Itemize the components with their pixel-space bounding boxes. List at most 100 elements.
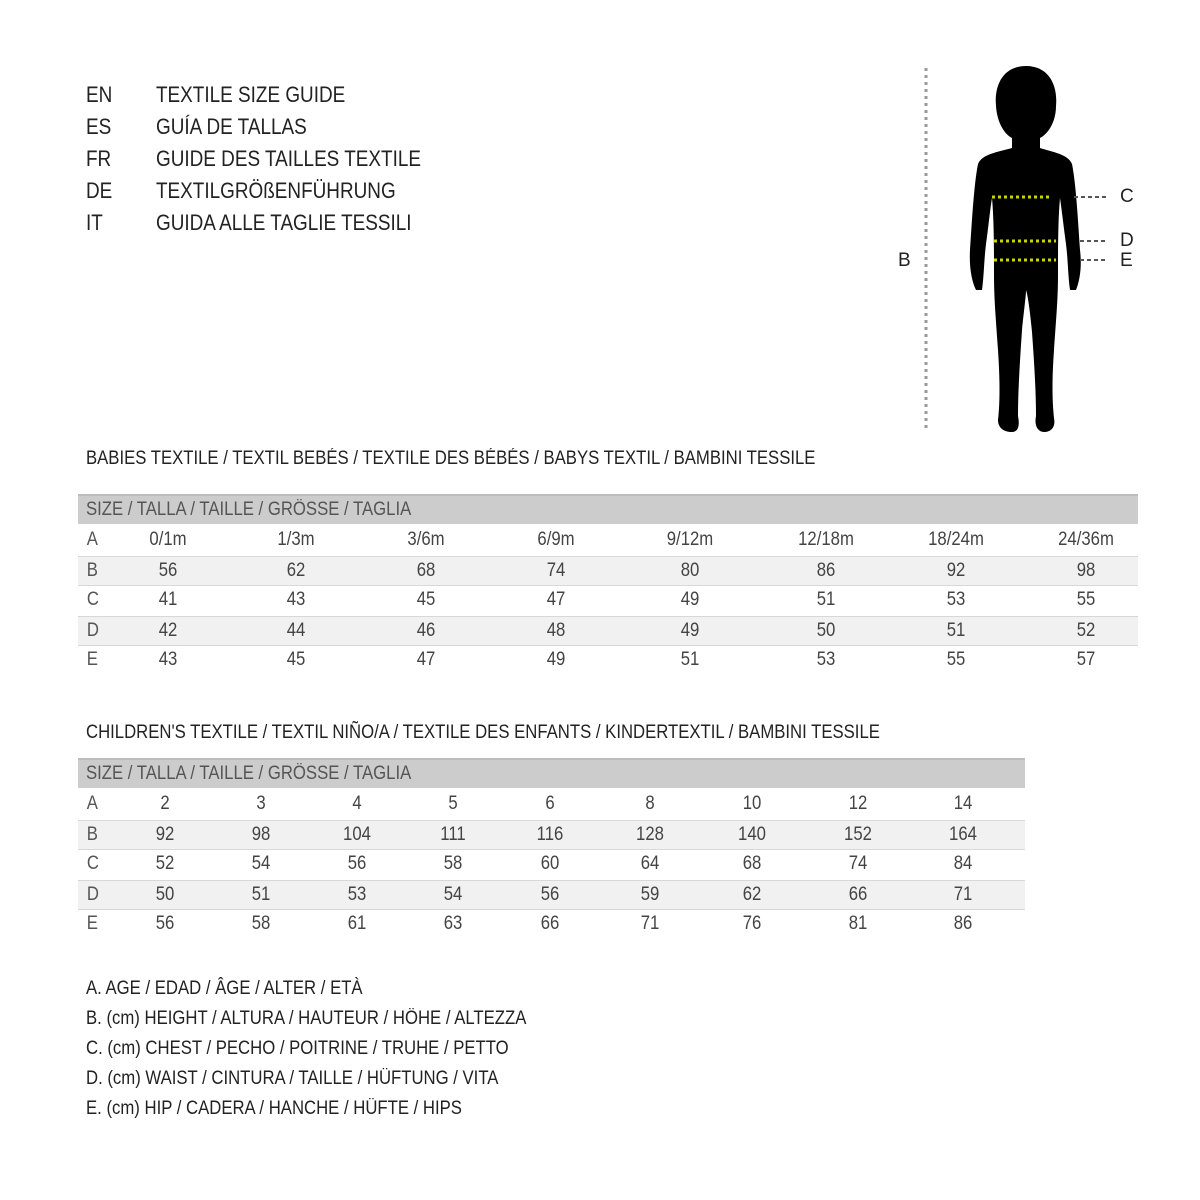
table-cell: 54 — [443, 884, 463, 905]
babies-heading: BABIES TEXTILE / TEXTIL BEBÉS / TEXTILE … — [86, 448, 816, 469]
table-cell: 53 — [347, 884, 367, 905]
table-cell: 6/9m — [537, 529, 575, 550]
table-cell: 4 — [352, 793, 362, 814]
table-cell: 56 — [155, 913, 175, 934]
table-cell: 68 — [416, 560, 436, 581]
body-measurement-figure: B C D E — [880, 60, 1160, 440]
title-text: GUIDA ALLE TAGLIE TESSILI — [156, 210, 412, 235]
table-cell: 55 — [1076, 589, 1096, 610]
table-cell: 42 — [158, 620, 178, 641]
table-cell: 84 — [953, 853, 973, 874]
legend-item: C. (cm) CHEST / PECHO / POITRINE / TRUHE… — [86, 1038, 509, 1059]
row-label: B — [86, 560, 98, 581]
table-cell: 47 — [416, 649, 436, 670]
size-header: SIZE / TALLA / TAILLE / GRÖSSE / TAGLIA — [86, 499, 412, 520]
table-cell: 59 — [640, 884, 660, 905]
table-cell: 80 — [680, 560, 700, 581]
table-cell: 48 — [546, 620, 566, 641]
row-label: A — [86, 793, 98, 814]
table-cell: 44 — [286, 620, 306, 641]
table-cell: 12/18m — [798, 529, 854, 550]
row-label: C — [86, 589, 99, 610]
table-cell: 152 — [844, 824, 872, 845]
table-cell: 12 — [848, 793, 868, 814]
children-heading: CHILDREN'S TEXTILE / TEXTIL NIÑO/A / TEX… — [86, 722, 880, 743]
children-size-table: SIZE / TALLA / TAILLE / GRÖSSE / TAGLIA … — [78, 758, 1025, 938]
table-cell: 164 — [949, 824, 977, 845]
table-cell: 49 — [680, 620, 700, 641]
lang-code: EN — [86, 82, 113, 107]
table-cell: 92 — [155, 824, 175, 845]
table-row: B 56 62 68 74 80 86 92 98 — [78, 556, 1138, 586]
row-label: E — [86, 913, 98, 934]
table-cell: 50 — [816, 620, 836, 641]
table-row: E 43 45 47 49 51 53 55 57 — [78, 646, 1138, 674]
table-cell: 1/3m — [277, 529, 315, 550]
table-row: B 92 98 104 111 116 128 140 152 164 — [78, 820, 1025, 850]
child-silhouette-icon — [924, 66, 1106, 432]
table-cell: 71 — [953, 884, 973, 905]
size-header: SIZE / TALLA / TAILLE / GRÖSSE / TAGLIA — [86, 763, 412, 784]
lang-code: DE — [86, 178, 113, 203]
table-cell: 71 — [640, 913, 660, 934]
table-cell: 14 — [953, 793, 973, 814]
table-cell: 49 — [546, 649, 566, 670]
table-cell: 3/6m — [407, 529, 445, 550]
lang-code: ES — [86, 114, 112, 139]
table-cell: 8 — [645, 793, 655, 814]
table-cell: 5 — [448, 793, 458, 814]
table-cell: 3 — [256, 793, 266, 814]
babies-size-table: SIZE / TALLA / TAILLE / GRÖSSE / TAGLIA … — [78, 494, 1138, 674]
legend-item: B. (cm) HEIGHT / ALTURA / HAUTEUR / HÖHE… — [86, 1008, 527, 1029]
table-cell: 86 — [953, 913, 973, 934]
title-text: GUIDE DES TAILLES TEXTILE — [156, 146, 421, 171]
table-cell: 45 — [286, 649, 306, 670]
table-cell: 43 — [286, 589, 306, 610]
table-cell: 92 — [946, 560, 966, 581]
table-cell: 0/1m — [149, 529, 187, 550]
table-cell: 76 — [742, 913, 762, 934]
table-cell: 66 — [848, 884, 868, 905]
lang-code: IT — [86, 210, 103, 235]
row-label: D — [86, 620, 99, 641]
table-cell: 74 — [848, 853, 868, 874]
label-d: D — [1120, 230, 1134, 251]
size-header-row: SIZE / TALLA / TAILLE / GRÖSSE / TAGLIA — [78, 494, 1138, 524]
table-cell: 74 — [546, 560, 566, 581]
table-cell: 18/24m — [928, 529, 984, 550]
table-cell: 41 — [158, 589, 178, 610]
label-e: E — [1120, 250, 1133, 271]
table-cell: 140 — [738, 824, 766, 845]
table-cell: 66 — [540, 913, 560, 934]
label-b: B — [898, 250, 911, 271]
table-cell: 45 — [416, 589, 436, 610]
table-cell: 104 — [343, 824, 371, 845]
table-cell: 49 — [680, 589, 700, 610]
table-row: D 42 44 46 48 49 50 51 52 — [78, 616, 1138, 646]
table-cell: 47 — [546, 589, 566, 610]
table-cell: 9/12m — [666, 529, 714, 550]
table-cell: 57 — [1076, 649, 1096, 670]
table-cell: 58 — [443, 853, 463, 874]
table-cell: 51 — [816, 589, 836, 610]
table-cell: 2 — [160, 793, 170, 814]
table-cell: 116 — [536, 824, 564, 845]
table-cell: 68 — [742, 853, 762, 874]
table-cell: 62 — [286, 560, 306, 581]
table-cell: 56 — [158, 560, 178, 581]
table-cell: 43 — [158, 649, 178, 670]
table-cell: 64 — [640, 853, 660, 874]
table-cell: 53 — [946, 589, 966, 610]
table-cell: 55 — [946, 649, 966, 670]
table-cell: 6 — [545, 793, 555, 814]
table-cell: 10 — [742, 793, 762, 814]
table-row: D 50 51 53 54 56 59 62 66 71 — [78, 880, 1025, 910]
title-text: TEXTILGRÖßENFÜHRUNG — [156, 178, 396, 203]
table-cell: 51 — [680, 649, 700, 670]
table-cell: 52 — [155, 853, 175, 874]
table-cell: 61 — [347, 913, 367, 934]
row-label: B — [86, 824, 98, 845]
table-cell: 54 — [251, 853, 271, 874]
row-label: A — [86, 529, 98, 550]
table-row: C 52 54 56 58 60 64 68 74 84 — [78, 850, 1025, 878]
